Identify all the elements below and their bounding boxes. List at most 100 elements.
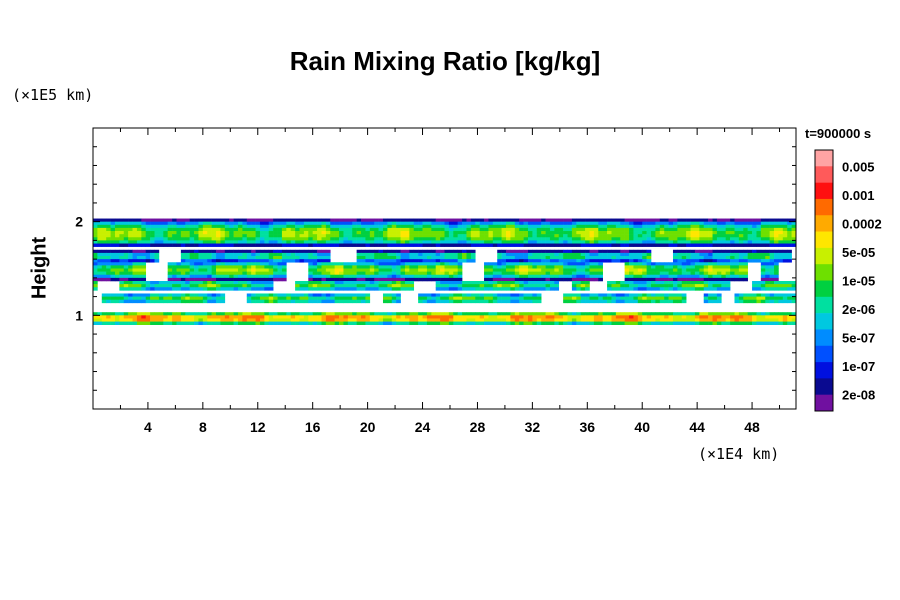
field-cell (136, 315, 142, 319)
field-cell (466, 224, 472, 229)
field-cell (703, 284, 709, 288)
field-cell (510, 227, 516, 232)
field-cell (629, 271, 634, 276)
field-cell (321, 256, 327, 260)
field-cell (694, 237, 700, 241)
field-cell (246, 315, 252, 319)
field-cell (791, 284, 797, 288)
field-cell (734, 315, 740, 319)
field-cell (242, 271, 248, 276)
field-cell (391, 231, 397, 235)
field-cell (730, 259, 735, 263)
field-cell (202, 268, 208, 272)
field-cell (119, 280, 125, 285)
field-cell (281, 318, 287, 322)
field-cell (172, 284, 177, 288)
field-cell (426, 262, 432, 266)
field-cell (97, 252, 103, 257)
field-cell (404, 231, 410, 235)
field-cell (409, 321, 415, 325)
field-cell (268, 218, 274, 222)
field-cell (189, 259, 195, 263)
field-cell (202, 243, 208, 247)
field-cell (563, 249, 568, 254)
field-cell (369, 277, 375, 282)
field-cell (259, 234, 265, 238)
field-cell (440, 293, 445, 297)
field-cell (708, 234, 713, 238)
field-cell (211, 262, 217, 266)
field-cell (620, 293, 625, 297)
field-cell (277, 293, 283, 297)
field-cell (308, 259, 313, 263)
field-cell (211, 280, 217, 285)
field-cell (382, 268, 388, 272)
field-cell (506, 312, 511, 316)
field-cell (651, 280, 656, 285)
field-cell (642, 287, 647, 291)
colorbar-label: 0.005 (842, 159, 875, 174)
field-cell (672, 252, 678, 257)
field-cell (339, 268, 344, 272)
field-cell (273, 265, 278, 269)
field-cell (651, 277, 656, 282)
field-cell (172, 271, 177, 276)
field-cell (295, 318, 300, 322)
field-cell (580, 296, 586, 301)
colorbar-label: 0.001 (842, 188, 875, 203)
field-cell (527, 268, 533, 272)
field-cell (404, 218, 410, 222)
field-cell (246, 293, 252, 297)
field-cell (145, 249, 151, 254)
field-cell (264, 252, 270, 257)
field-cell (426, 265, 432, 269)
field-cell (686, 274, 691, 279)
field-cell (180, 237, 186, 241)
field-cell (277, 249, 283, 254)
field-cell (523, 271, 529, 276)
field-cell (716, 218, 722, 222)
field-cell (418, 256, 423, 260)
field-cell (101, 237, 107, 241)
field-cell (343, 224, 349, 229)
field-cell (672, 262, 678, 266)
field-cell (462, 234, 467, 238)
field-cell (172, 231, 177, 235)
field-cell (567, 252, 573, 257)
field-cell (576, 299, 581, 304)
field-cell (607, 293, 612, 297)
field-cell (246, 243, 252, 247)
field-cell (712, 218, 718, 222)
field-cell (216, 259, 221, 263)
field-cell (101, 268, 107, 272)
field-cell (281, 237, 287, 241)
field-cell (484, 312, 489, 316)
field-cell (136, 218, 142, 222)
y-tick-label: 1 (75, 307, 83, 323)
field-cell (765, 259, 770, 263)
field-cell (382, 243, 388, 247)
field-cell (334, 312, 340, 316)
field-cell (163, 234, 168, 238)
field-cell (699, 256, 705, 260)
field-cell (110, 221, 116, 226)
field-cell (734, 221, 740, 226)
field-cell (176, 312, 182, 316)
field-cell (756, 237, 762, 241)
field-cell (554, 240, 560, 244)
field-cell (422, 315, 428, 319)
field-cell (374, 224, 379, 229)
field-cell (484, 293, 489, 297)
field-cell (448, 299, 454, 304)
field-cell (426, 277, 432, 282)
field-cell (369, 315, 375, 319)
field-cell (607, 237, 612, 241)
field-cell (532, 299, 538, 304)
field-cell (321, 259, 327, 263)
field-cell (549, 262, 555, 266)
field-cell (185, 243, 190, 247)
field-cell (255, 318, 261, 322)
field-cell (150, 296, 155, 301)
field-cell (220, 293, 226, 297)
field-cell (106, 234, 111, 238)
